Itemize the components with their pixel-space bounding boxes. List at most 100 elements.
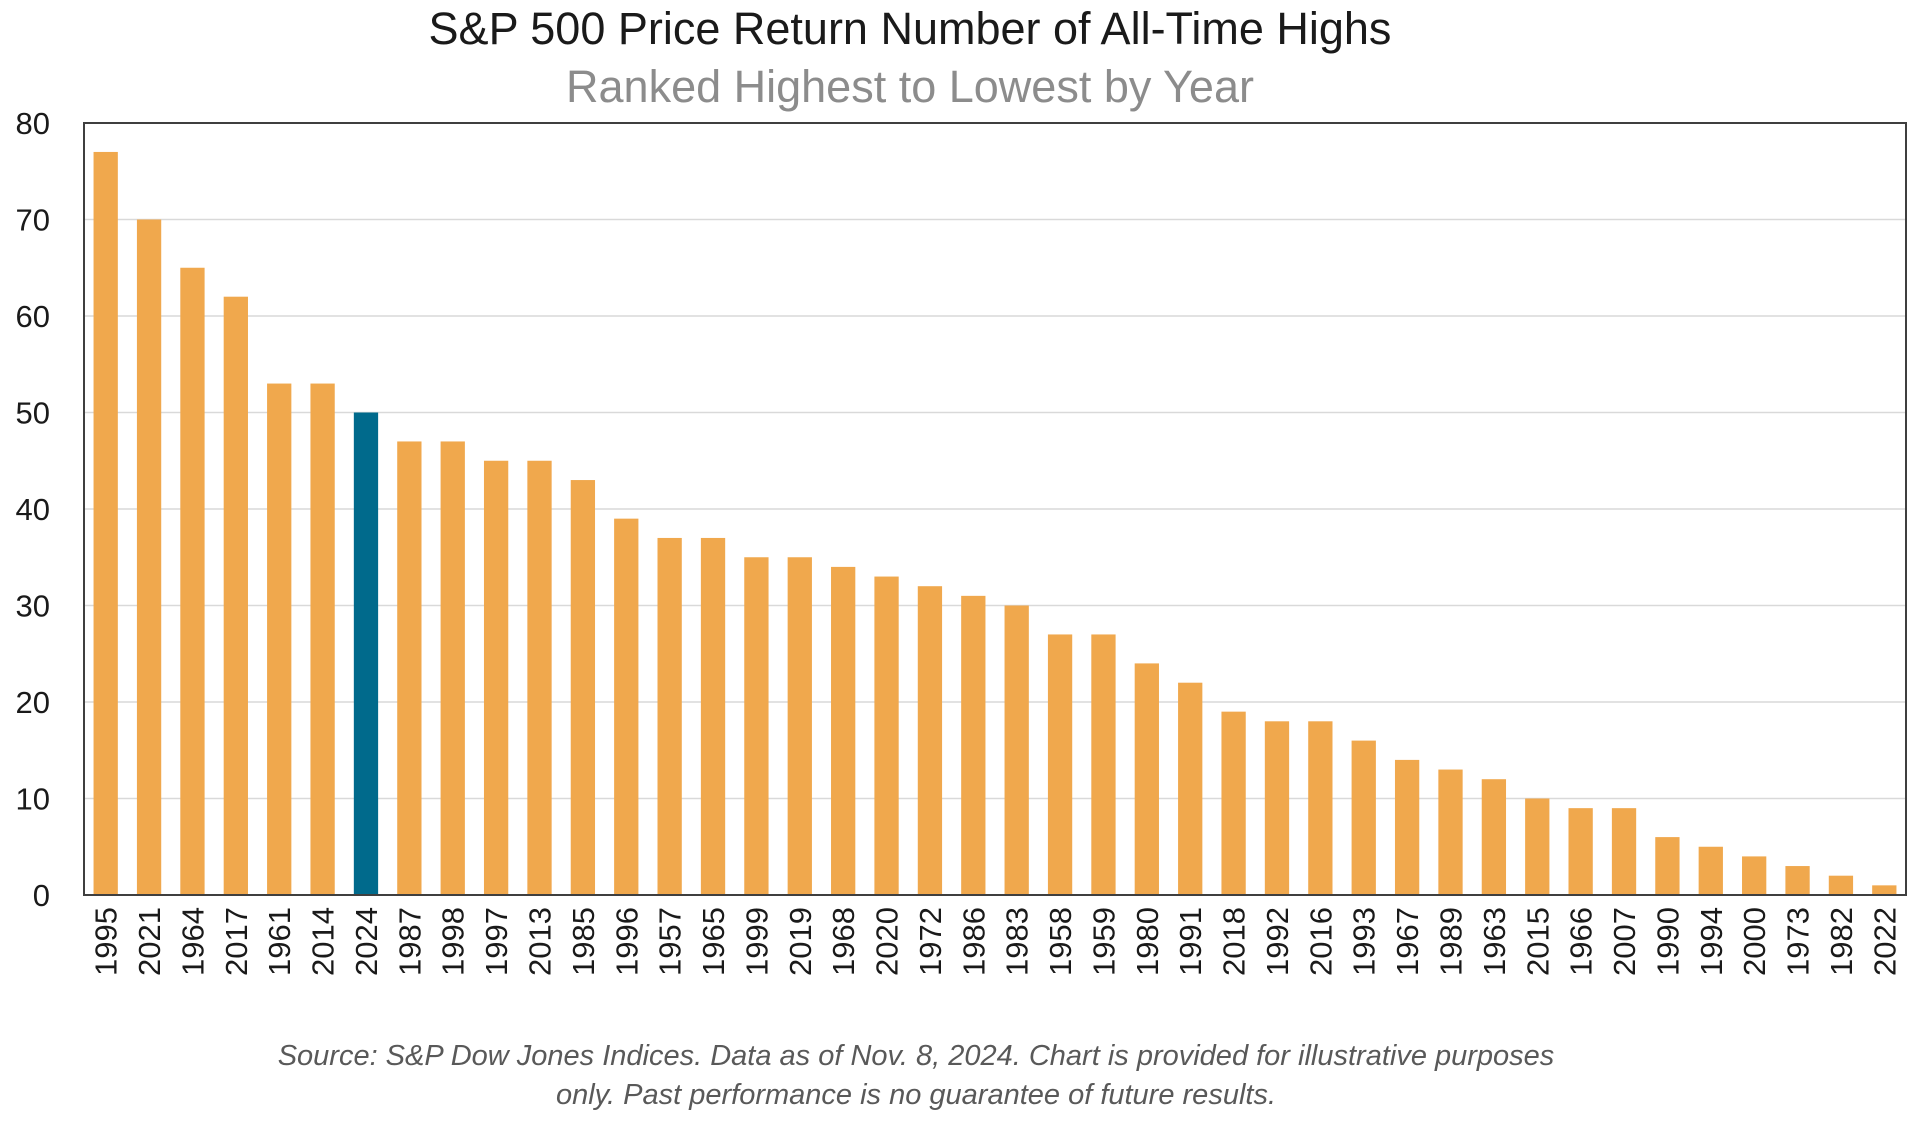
x-tick-label: 1959: [1086, 907, 1121, 976]
x-tick-label: 1992: [1260, 907, 1295, 976]
bar-1980: [1134, 663, 1159, 895]
x-tick-label: 2019: [783, 907, 818, 976]
bar-1968: [831, 566, 856, 895]
x-tick-label: 2014: [306, 907, 341, 976]
bar-2021: [136, 219, 162, 895]
x-tick-label: 2024: [349, 907, 384, 976]
x-tick-label: 1966: [1564, 907, 1599, 976]
bar-2007: [1611, 808, 1637, 895]
source-note-line-1: Source: S&P Dow Jones Indices. Data as o…: [278, 1040, 1555, 1072]
x-tick-label: 2000: [1737, 907, 1772, 976]
bar-1983: [1004, 605, 1029, 895]
bar-1991: [1178, 682, 1203, 895]
bar-1965: [700, 537, 726, 895]
x-tick-label: 2016: [1303, 907, 1338, 976]
bar-2014: [310, 383, 335, 895]
bar-2013: [527, 460, 552, 895]
x-tick-label: 2007: [1607, 907, 1642, 976]
x-tick-label: 1993: [1347, 907, 1382, 976]
bar-1992: [1264, 721, 1290, 895]
bar-2017: [223, 296, 248, 895]
bar-1958: [1047, 634, 1073, 895]
y-tick-label: 10: [16, 782, 50, 817]
source-note-line-2: only. Past performance is no guarantee o…: [556, 1079, 1276, 1111]
y-axis-ticks: 0 10 20 30 40 50 60 70 80: [16, 106, 50, 913]
y-tick-label: 80: [16, 106, 50, 141]
x-tick-label: 1964: [175, 907, 210, 976]
bar-1972: [917, 586, 943, 895]
y-tick-label: 50: [16, 396, 50, 431]
bar-1973: [1785, 866, 1810, 895]
x-tick-label: 1965: [696, 907, 731, 976]
x-tick-label: 1982: [1824, 907, 1859, 976]
x-tick-label: 2013: [523, 907, 558, 976]
bar-2022: [1872, 885, 1897, 895]
x-tick-label: 1961: [262, 907, 297, 976]
bar-1998: [440, 441, 465, 895]
x-axis-ticks: 1995 2021 1964 2017 1961 2014 2024 1987 1998 1997…: [89, 907, 1903, 976]
y-tick-label: 20: [16, 685, 50, 720]
y-tick-label: 70: [16, 203, 50, 238]
bar-1982: [1828, 875, 1854, 895]
bar-1994: [1698, 846, 1723, 895]
x-tick-label: 2020: [870, 907, 905, 976]
bar-1986: [961, 595, 986, 895]
x-tick-label: 1986: [956, 907, 991, 976]
x-tick-label: 1998: [436, 907, 471, 976]
x-tick-label: 1995: [89, 907, 124, 976]
y-tick-label: 0: [33, 878, 50, 913]
bar-1963: [1481, 779, 1507, 895]
bar-1985: [570, 480, 596, 895]
x-tick-label: 1980: [1130, 907, 1165, 976]
x-tick-label: 1957: [653, 907, 688, 976]
y-tick-label: 40: [16, 492, 50, 527]
y-tick-label: 30: [16, 589, 50, 624]
x-tick-label: 1987: [392, 907, 427, 976]
x-tick-label: 1999: [739, 907, 774, 976]
bar-1993: [1351, 740, 1376, 895]
bar-2024: [353, 412, 379, 895]
bar-1966: [1568, 808, 1593, 895]
x-tick-label: 1994: [1694, 907, 1729, 976]
bar-1997: [483, 460, 509, 895]
x-tick-label: 1967: [1390, 907, 1425, 976]
x-tick-label: 1991: [1173, 907, 1208, 976]
x-tick-label: 2018: [1217, 907, 1252, 976]
bar-2020: [874, 576, 899, 895]
bar-1961: [267, 383, 292, 895]
bar-2018: [1221, 711, 1246, 895]
x-tick-label: 1963: [1477, 907, 1512, 976]
chart-subtitle: Ranked Highest to Lowest by Year: [566, 61, 1254, 112]
x-tick-label: 1997: [479, 907, 514, 976]
plot-frame: [83, 122, 1907, 896]
bar-1996: [614, 518, 639, 895]
bar-1967: [1394, 759, 1420, 895]
bars: [93, 151, 1897, 895]
x-tick-label: 1985: [566, 907, 601, 976]
bar-1990: [1655, 837, 1680, 895]
bar-2016: [1308, 721, 1333, 895]
bar-2015: [1525, 798, 1550, 895]
chart-title: S&P 500 Price Return Number of All-Time …: [429, 3, 1392, 54]
x-tick-label: 1958: [1043, 907, 1078, 976]
x-tick-label: 1973: [1781, 907, 1816, 976]
bar-1989: [1438, 769, 1463, 895]
x-tick-label: 1968: [826, 907, 861, 976]
x-tick-label: 2015: [1520, 907, 1555, 976]
y-tick-label: 60: [16, 299, 50, 334]
x-tick-label: 1983: [1000, 907, 1035, 976]
x-tick-label: 2021: [132, 907, 167, 976]
bar-1959: [1091, 634, 1116, 895]
gridlines: [84, 218, 1906, 800]
x-tick-label: 1996: [609, 907, 644, 976]
bar-1964: [180, 267, 205, 895]
bar-1999: [744, 557, 769, 895]
bar-1957: [657, 537, 682, 895]
x-tick-label: 1972: [913, 907, 948, 976]
x-tick-label: 1990: [1650, 907, 1685, 976]
bar-1987: [397, 441, 422, 895]
bar-2019: [787, 557, 812, 895]
bar-2000: [1742, 856, 1767, 895]
x-tick-label: 1989: [1434, 907, 1469, 976]
